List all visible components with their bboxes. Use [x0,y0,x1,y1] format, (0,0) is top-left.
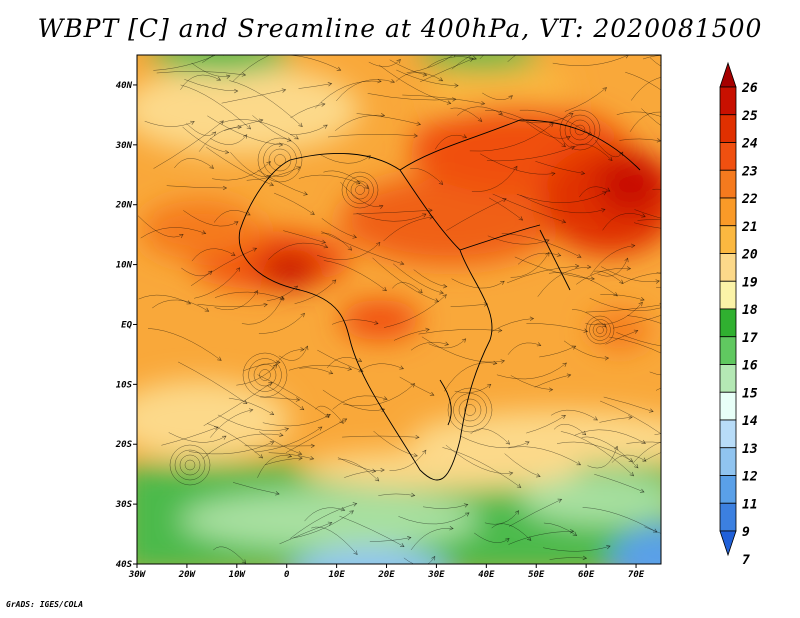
lat-tick-label: 30S [115,500,133,510]
lon-tick-label: 0 [284,570,290,580]
colorbar-label: 7 [742,553,750,568]
colorbar-label: 24 [741,137,758,152]
credit-text: GrADS: IGES/COLA [6,600,84,609]
colorbar-label: 22 [741,192,758,207]
lon-tick-label: 30W [128,570,147,580]
colorbar-segment [719,225,737,254]
colorbar: 26 25 24 23 22 21 20 19 18 17 16 15 14 13 12 11 9 7 [719,61,758,568]
plot-title: WBPT [C] and Sreamline at 400hPa, VT: 20… [37,14,763,43]
colorbar-segment [719,114,737,143]
map-frame [136,54,662,565]
lat-tick-label: 40S [116,560,133,570]
colorbar-label: 18 [742,303,758,318]
lon-tick-label: 70E [628,570,645,580]
colorbar-label: 12 [742,470,758,485]
lat-tick-label: 20N [115,201,133,211]
lat-tick-label: EQ [121,320,132,330]
colorbar-segment [719,391,737,421]
streamlines [137,55,661,564]
lon-tick-label: 20E [377,570,395,580]
colorbar-label: 26 [741,81,758,96]
colorbar-top-arrow [719,61,737,88]
temperature-field [137,55,661,564]
lat-tick-label: 20S [115,440,133,450]
colorbar-label: 25 [741,109,758,124]
colorbar-segment [719,253,737,282]
colorbar-segment [719,169,737,199]
lat-tick-label: 10S [116,380,133,390]
colorbar-label: 17 [742,331,758,346]
colorbar-label: 13 [742,442,758,457]
colorbar-label: 20 [741,248,758,263]
colorbar-label: 19 [742,275,758,290]
colorbar-label: 11 [742,497,758,512]
longitude-ticks: 30W 20W 10W 0 10E 20E 30E 40E 50E 60E 70E [128,564,645,580]
colorbar-segment [719,86,737,116]
colorbar-segment [719,197,737,227]
lon-tick-label: 40E [478,570,495,580]
colorbar-segment [719,142,737,171]
colorbar-segment [719,308,737,338]
coastlines [238,119,641,481]
colorbar-bottom-arrow [719,530,737,557]
colorbar-segment [719,419,737,449]
colorbar-label: 23 [741,164,758,179]
colorbar-label: 21 [741,220,758,235]
latitude-ticks: 40N 30N 20N 10N EQ 10S 20S 30S 40S [115,81,137,570]
colorbar-label: 16 [742,359,758,374]
lon-tick-label: 10W [229,570,247,580]
lon-tick-label: 20W [178,570,197,580]
colorbar-segment [719,364,737,393]
lat-tick-label: 40N [116,81,133,91]
colorbar-label: 9 [742,525,750,540]
lon-tick-label: 60E [578,570,595,580]
colorbar-segment [719,502,737,532]
colorbar-segment [719,475,737,504]
lat-tick-label: 10N [116,261,133,271]
colorbar-segment [719,336,737,365]
lon-tick-label: 10E [328,570,345,580]
colorbar-segment [719,280,737,310]
colorbar-label: 14 [742,414,758,429]
lat-tick-label: 30N [115,141,133,151]
colorbar-segment [719,447,737,476]
lon-tick-label: 50E [528,570,545,580]
lon-tick-label: 30E [427,570,445,580]
colorbar-label: 15 [742,386,758,401]
